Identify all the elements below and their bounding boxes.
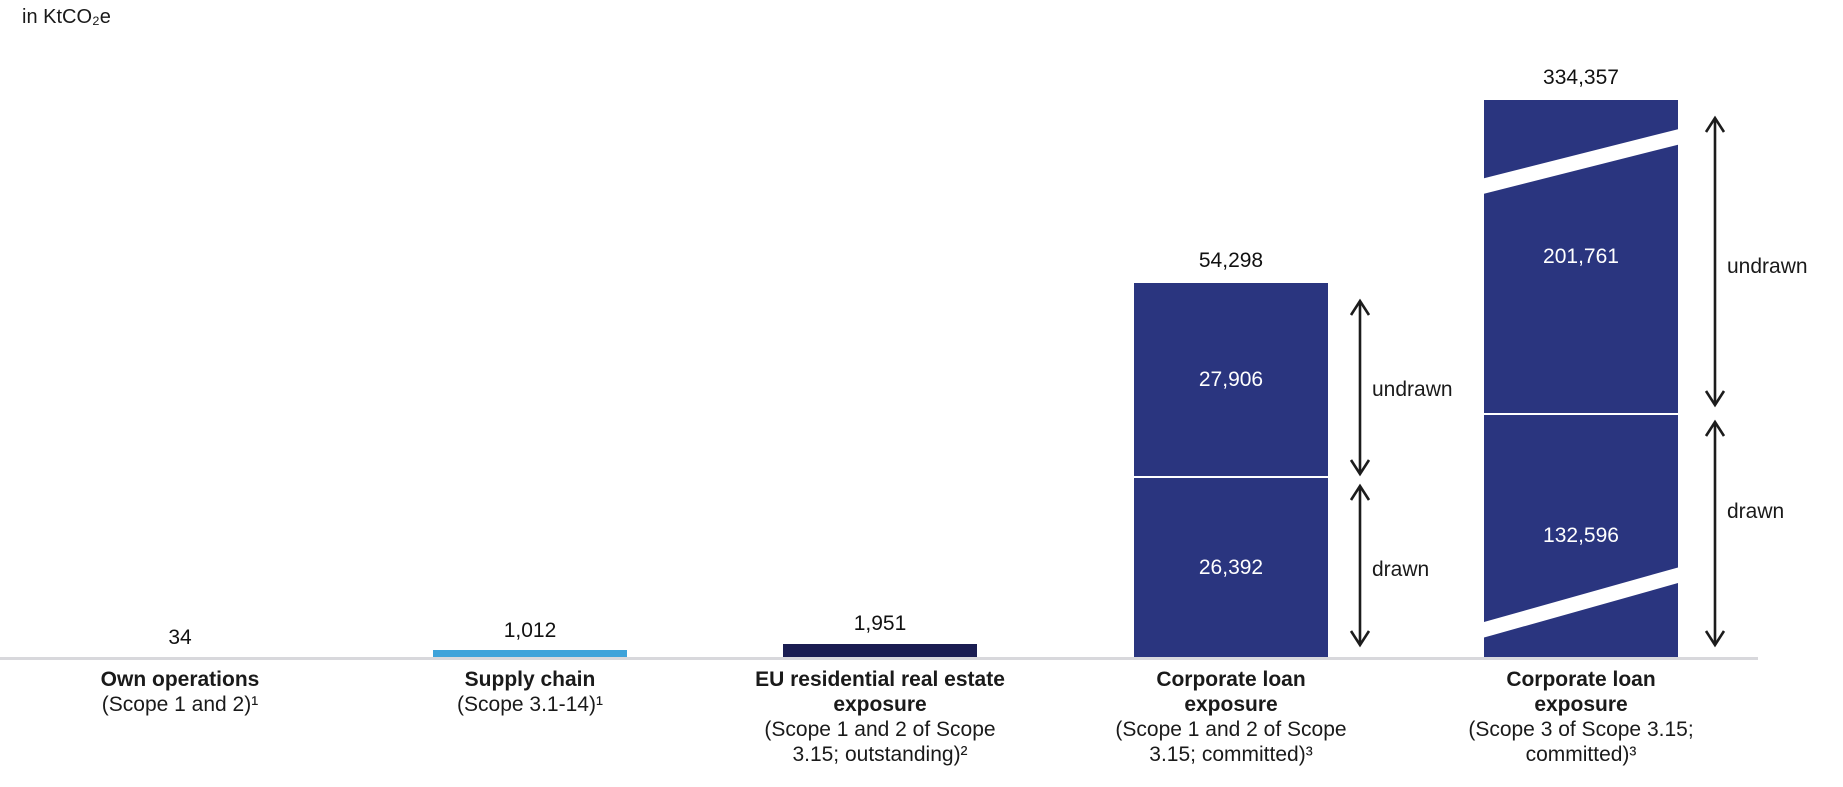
undrawn-range-arrow xyxy=(1349,298,1371,477)
bar-corporate-s12: 27,906 26,392 xyxy=(1134,283,1328,657)
category-scope-note: 3.15; outstanding)² xyxy=(792,743,968,766)
category-name: Supply chain xyxy=(464,668,596,691)
category-scope-note: 3.15; committed)³ xyxy=(1149,743,1313,766)
total-label-corporate-s12: 54,298 xyxy=(1198,249,1264,272)
unit-label: in KtCO₂e xyxy=(22,6,111,28)
category-scope-note: (Scope 3 of Scope 3.15; xyxy=(1468,718,1694,741)
undrawn-label: undrawn xyxy=(1372,378,1453,401)
segment-value-label: 201,761 xyxy=(1543,244,1619,268)
drawn-range-arrow xyxy=(1349,483,1371,648)
category-scope-note: (Scope 3.1-14)¹ xyxy=(457,693,603,716)
segment-divider xyxy=(1134,476,1328,478)
category-name: Corporate loan xyxy=(1506,668,1656,691)
category-corporate-s12: Corporate loan exposure (Scope 1 and 2 o… xyxy=(1061,667,1401,767)
segment-value-label: 27,906 xyxy=(1198,367,1264,391)
category-name: exposure xyxy=(1534,693,1628,716)
category-scope-note: (Scope 1 and 2 of Scope xyxy=(1115,718,1347,741)
category-scope-note: committed)³ xyxy=(1525,743,1637,766)
undrawn-label: undrawn xyxy=(1727,255,1808,278)
segment-value-label: 132,596 xyxy=(1543,524,1619,547)
total-label-corporate-s3: 334,357 xyxy=(1543,66,1619,89)
category-name: exposure xyxy=(1184,693,1278,716)
drawn-label: drawn xyxy=(1727,500,1785,523)
x-axis-line xyxy=(0,657,1758,660)
segment-drawn: 26,392 xyxy=(1134,478,1328,657)
segment-undrawn: 27,906 xyxy=(1134,283,1328,476)
total-label-real-estate: 1,951 xyxy=(853,612,907,635)
bar-supply-chain xyxy=(433,650,627,657)
segment-drawn: 132,596 xyxy=(1484,415,1678,657)
category-name: exposure xyxy=(833,693,927,716)
bar-corporate-s3: 201,761 132,596 xyxy=(1484,100,1678,657)
category-scope-note: (Scope 1 and 2)¹ xyxy=(101,693,259,716)
total-label-own-operations: 34 xyxy=(168,626,192,649)
category-supply-chain: Supply chain (Scope 3.1-14)¹ xyxy=(360,667,700,717)
category-scope-note: (Scope 1 and 2 of Scope xyxy=(764,718,996,741)
drawn-label: drawn xyxy=(1372,558,1430,581)
category-name: EU residential real estate xyxy=(755,668,1005,691)
segment-divider xyxy=(1484,413,1678,415)
bar-real-estate xyxy=(783,644,977,657)
category-corporate-s3: Corporate loan exposure (Scope 3 of Scop… xyxy=(1411,667,1751,767)
total-label-supply-chain: 1,012 xyxy=(503,619,557,642)
category-name: Corporate loan xyxy=(1156,668,1306,691)
category-own-operations: Own operations (Scope 1 and 2)¹ xyxy=(10,667,350,717)
undrawn-range-arrow xyxy=(1704,115,1726,408)
category-name: Own operations xyxy=(100,668,260,691)
segment-value-label: 26,392 xyxy=(1198,555,1264,579)
category-real-estate: EU residential real estate exposure (Sco… xyxy=(710,667,1050,767)
drawn-range-arrow xyxy=(1704,419,1726,648)
